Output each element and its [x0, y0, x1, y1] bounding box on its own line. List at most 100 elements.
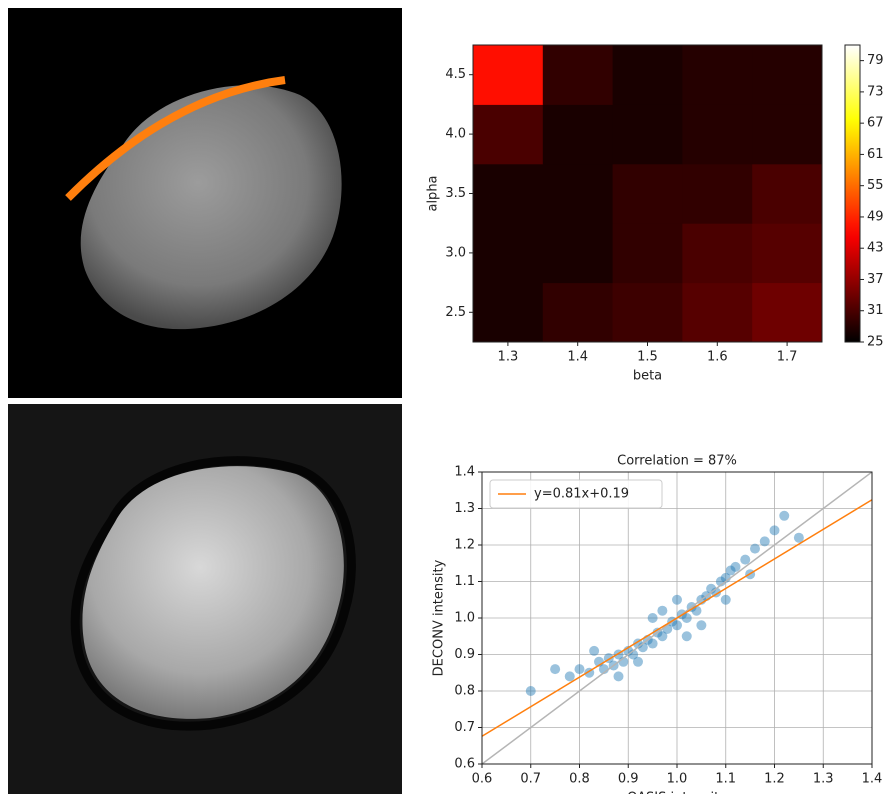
scatter-point: [681, 631, 692, 642]
scatter-point: [720, 594, 731, 605]
y-tick-label: 0.8: [454, 684, 475, 699]
scatter-point: [564, 671, 575, 682]
heat-cell: [752, 163, 823, 224]
x-tick-label: 0.6: [472, 772, 493, 787]
x-tick-label: 1.4: [567, 350, 588, 365]
y-tick-label: 2.5: [445, 305, 466, 320]
scatter-point: [647, 638, 658, 649]
scatter-point: [725, 565, 736, 576]
legend-label: y=0.81x+0.19: [534, 487, 629, 502]
heat-cell: [542, 104, 614, 165]
heat-cell: [612, 282, 683, 343]
colorbar-tick-label: 31: [867, 303, 884, 318]
profile-line: [65, 76, 286, 201]
heat-cell: [473, 45, 544, 105]
heat-cell: [752, 104, 823, 165]
colorbar-tick-label: 73: [867, 84, 884, 99]
x-tick-label: 0.8: [569, 772, 590, 787]
scatter-point: [574, 664, 585, 675]
chart-title: Correlation = 87%: [617, 454, 737, 469]
heat-cell: [612, 45, 683, 105]
heat-cell: [473, 104, 544, 165]
scatter-point: [525, 686, 536, 696]
scatter-point: [633, 656, 643, 667]
scatter-point: [657, 631, 668, 642]
scatter-point: [681, 613, 692, 623]
heat-cell: [473, 282, 544, 343]
x-tick-label: 1.4: [862, 772, 883, 787]
y-tick-label: 3.5: [445, 186, 466, 201]
scatter-point: [793, 532, 804, 543]
heat-cell: [612, 163, 683, 224]
halo: [70, 456, 356, 731]
colorbar-tick-label: 55: [867, 178, 884, 193]
heat-cell: [682, 282, 753, 343]
scatter-point: [696, 620, 707, 631]
x-tick-label: 1.3: [498, 350, 519, 365]
scatter-point: [672, 594, 682, 605]
heat-cell: [612, 104, 683, 165]
heat-cell: [682, 45, 753, 105]
y-tick-label: 1.2: [454, 538, 475, 553]
colorbar: [844, 44, 861, 343]
asteroid: [82, 466, 344, 719]
heat-cell: [682, 163, 753, 224]
asteroid: [80, 85, 342, 330]
y-tick-label: 3.0: [445, 245, 466, 260]
scatter-point: [691, 605, 702, 616]
x-tick-label: 1.7: [777, 350, 798, 365]
heat-cell: [752, 45, 823, 105]
heat-cell: [542, 282, 614, 343]
x-tick-label: 1.0: [667, 772, 688, 787]
colorbar-tick-label: 79: [867, 53, 884, 68]
y-tick-label: 0.6: [454, 757, 475, 772]
heat-cell: [612, 223, 683, 284]
heat-cell: [752, 223, 823, 284]
scatter-point: [657, 605, 668, 616]
y-tick-label: 1.3: [454, 501, 475, 516]
x-axis-label: beta: [633, 369, 662, 384]
scatter-point: [750, 543, 760, 554]
x-tick-label: 1.3: [813, 772, 834, 787]
y-tick-label: 0.9: [454, 647, 475, 662]
y-axis-label: alpha: [426, 175, 441, 211]
scatter-point: [740, 554, 751, 565]
colorbar-tick-label: 61: [867, 147, 884, 162]
scatter-point: [550, 664, 561, 675]
scatter-point: [613, 671, 624, 682]
x-tick-label: 0.9: [618, 772, 639, 787]
y-tick-label: 4.0: [445, 127, 466, 142]
heat-cell: [752, 282, 823, 343]
scatter-point: [769, 525, 780, 536]
x-tick-label: 1.5: [637, 350, 658, 365]
heat-cell: [542, 223, 614, 284]
legend-box: [489, 479, 663, 509]
heat-cell: [473, 163, 544, 224]
heat-cell: [682, 223, 753, 284]
x-tick-label: 0.7: [520, 772, 541, 787]
colorbar-tick-label: 49: [867, 209, 884, 224]
scatter-point: [759, 536, 770, 547]
heat-cell: [542, 45, 614, 105]
colorbar-tick-label: 67: [867, 116, 884, 131]
heat-cell: [682, 104, 753, 165]
heat-cell: [473, 223, 544, 284]
y-axis-label: DECONV intensity: [432, 559, 447, 676]
y-tick-label: 1.4: [454, 465, 475, 480]
scatter-point: [779, 510, 790, 521]
y-tick-label: 1.1: [454, 574, 475, 589]
scatter-point: [730, 561, 741, 572]
x-tick-label: 1.1: [715, 772, 736, 787]
x-tick-label: 1.6: [707, 350, 728, 365]
y-tick-label: 1.0: [454, 611, 475, 626]
fit-line: [482, 499, 872, 737]
colorbar-tick-label: 25: [867, 335, 884, 350]
scatter-point: [672, 620, 682, 631]
scatter-point: [589, 645, 600, 656]
heat-cell: [542, 163, 614, 224]
plot-frame: [481, 471, 873, 765]
x-tick-label: 1.2: [764, 772, 785, 787]
scatter-point: [647, 613, 658, 623]
